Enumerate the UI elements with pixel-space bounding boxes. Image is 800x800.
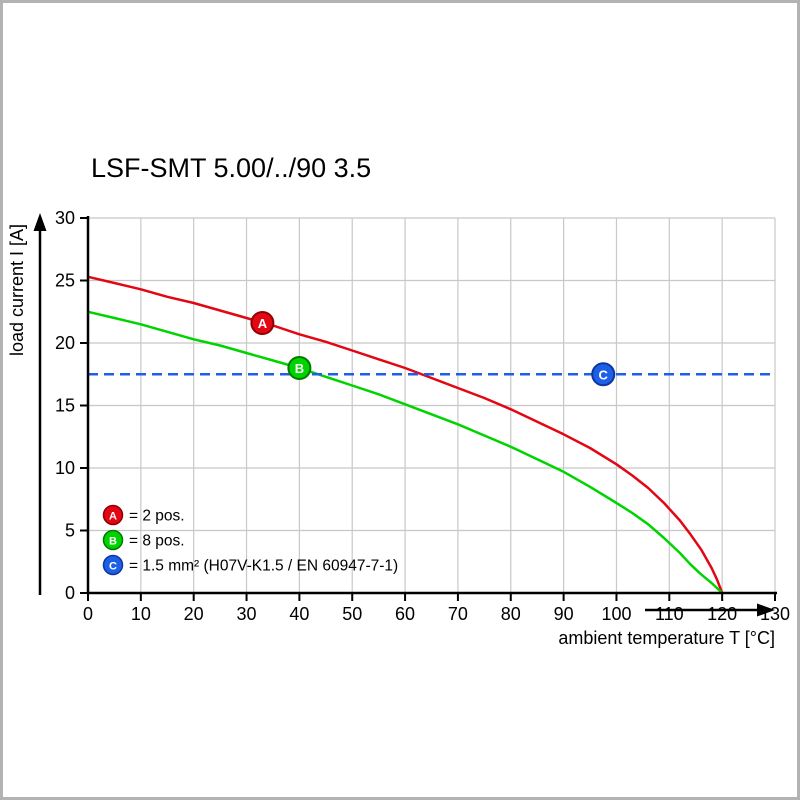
marker-letter: B bbox=[295, 361, 304, 376]
grid-lines bbox=[88, 217, 776, 593]
curve-markers: A B C bbox=[250, 311, 616, 387]
y-tick-label: 5 bbox=[65, 521, 75, 541]
y-tick-label: 20 bbox=[55, 333, 75, 353]
x-tick-label: 50 bbox=[342, 604, 362, 624]
x-tick-label: 130 bbox=[760, 604, 790, 624]
x-tick-label: 60 bbox=[395, 604, 415, 624]
x-tick-label: 90 bbox=[554, 604, 574, 624]
x-axis-label: ambient temperature T [°C] bbox=[558, 628, 775, 648]
tick-labels: 0 10 20 30 40 50 60 70 80 90 100 110 120 130 0 5 10 15 20 2… bbox=[55, 208, 790, 624]
legend: A = 2 pos. B = 8 pos. C = 1.5 mm² (H07V-K1.5 … bbox=[102, 504, 398, 576]
x-tick-label: 20 bbox=[184, 604, 204, 624]
x-tick-label: 40 bbox=[289, 604, 309, 624]
legend-marker-letter: C bbox=[109, 561, 117, 573]
y-tick-label: 15 bbox=[55, 396, 75, 416]
legend-marker-a bbox=[102, 504, 124, 526]
y-tick-label: 30 bbox=[55, 208, 75, 228]
x-tick-label: 70 bbox=[448, 604, 468, 624]
curve-a bbox=[86, 275, 724, 595]
legend-marker-c bbox=[102, 554, 124, 576]
legend-marker-letter: A bbox=[109, 511, 117, 523]
x-tick-label: 10 bbox=[131, 604, 151, 624]
x-tick-label: 110 bbox=[655, 604, 684, 624]
y-tick-label: 0 bbox=[65, 583, 75, 603]
marker-b bbox=[287, 356, 312, 380]
legend-marker-letter: B bbox=[109, 536, 117, 548]
curve-b bbox=[86, 310, 724, 595]
axes bbox=[33, 213, 777, 617]
y-axis-label: load current I [A] bbox=[7, 224, 27, 356]
y-axis-arrowhead-icon bbox=[33, 213, 47, 231]
y-tick-label: 25 bbox=[55, 271, 75, 291]
legend-marker-b bbox=[102, 529, 124, 551]
legend-label: = 2 pos. bbox=[129, 508, 185, 525]
x-axis-arrowhead-icon bbox=[757, 603, 775, 617]
legend-label: = 1.5 mm² (H07V-K1.5 / EN 60947-7-1) bbox=[129, 558, 398, 575]
derating-chart: 0 10 20 30 40 50 60 70 80 90 100 110 120 130 0 5 10 15 20 2… bbox=[7, 208, 790, 648]
x-tick-label: 120 bbox=[707, 604, 737, 624]
data-curves bbox=[86, 275, 775, 595]
y-tick-label: 10 bbox=[55, 458, 75, 478]
x-tick-label: 0 bbox=[83, 604, 93, 624]
chart-title: LSF-SMT 5.00/../90 3.5 bbox=[91, 153, 372, 183]
x-tick-label: 30 bbox=[237, 604, 257, 624]
x-tick-label: 100 bbox=[601, 604, 631, 624]
marker-c bbox=[591, 362, 616, 387]
x-tick-label: 80 bbox=[501, 604, 521, 624]
marker-letter: A bbox=[258, 316, 268, 331]
legend-label: = 8 pos. bbox=[129, 533, 185, 550]
marker-a bbox=[250, 311, 275, 335]
marker-letter: C bbox=[599, 367, 609, 382]
